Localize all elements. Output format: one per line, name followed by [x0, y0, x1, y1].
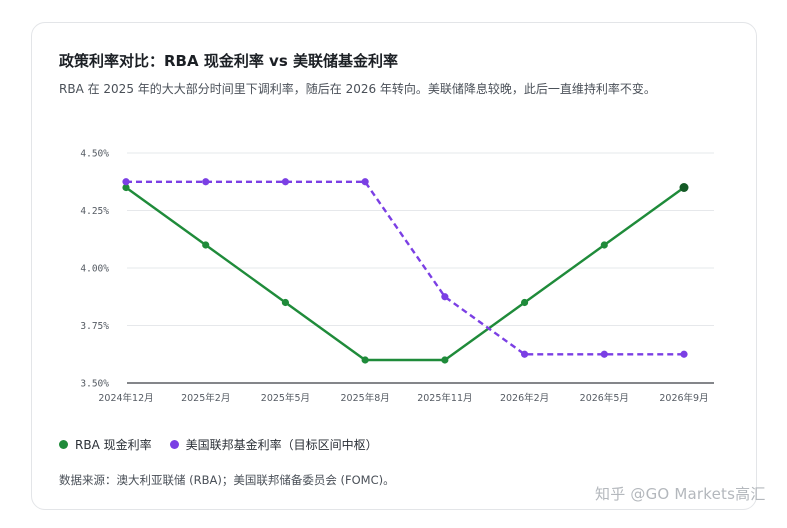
data-source-note: 数据来源：澳大利亚联储 (RBA)；美国联邦储备委员会 (FOMC)。: [59, 473, 395, 487]
legend: RBA 现金利率 美国联邦基金利率（目标区间中枢）: [59, 436, 378, 453]
x-tick-label: 2025年8月: [341, 392, 390, 404]
legend-item-rba[interactable]: RBA 现金利率: [59, 436, 152, 453]
data-point-1-1: [202, 178, 210, 186]
y-tick-label: 4.00%: [80, 264, 109, 275]
legend-marker-rba: [59, 440, 68, 449]
data-point-1-5: [520, 350, 529, 358]
data-point-0-3: [361, 356, 369, 364]
data-point-0-4: [441, 356, 449, 364]
data-point-0-7: [679, 183, 689, 192]
data-point-0-5: [520, 298, 529, 307]
x-tick-label: 2026年5月: [580, 392, 629, 404]
data-point-0-0: [122, 183, 130, 192]
grid-lines: [127, 152, 714, 384]
watermark: 知乎 @GO Markets高汇: [595, 485, 766, 503]
legend-label-rba: RBA 现金利率: [75, 438, 152, 452]
x-tick-label: 2025年11月: [417, 392, 472, 404]
y-tick-label: 4.50%: [80, 149, 109, 160]
data-point-1-3: [361, 178, 369, 186]
line-chart: 3.50% 3.75% 4.00% 4.25% 4.50% 2024年12月 2025年2…: [80, 149, 714, 404]
data-point-1-2: [281, 178, 290, 186]
y-tick-label: 4.25%: [80, 206, 109, 217]
x-tick-label: 2025年2月: [181, 392, 230, 404]
x-tick-labels: 2024年12月 2025年2月 2025年5月 2025年8月 2025年11月 202…: [98, 392, 708, 404]
x-tick-label: 2026年9月: [659, 392, 708, 404]
data-point-1-4: [441, 293, 449, 301]
legend-marker-fed: [169, 440, 179, 449]
chart-title: 政策利率对比：RBA 现金利率 vs 美联储基金利率: [59, 52, 398, 70]
chart-subtitle: RBA 在 2025 年的大大部分时间里下调利率，随后在 2026 年转向。美联…: [59, 82, 656, 96]
data-point-0-1: [202, 241, 210, 249]
chart-card: 政策利率对比：RBA 现金利率 vs 美联储基金利率 RBA 在 2025 年的…: [31, 22, 757, 510]
legend-item-fed[interactable]: 美国联邦基金利率（目标区间中枢）: [169, 436, 378, 453]
series-group: [122, 178, 689, 364]
x-tick-label: 2024年12月: [98, 392, 153, 404]
x-tick-label: 2025年5月: [261, 392, 310, 404]
series-line-1: [126, 180, 684, 356]
x-tick-label: 2026年2月: [500, 392, 549, 404]
data-point-1-0: [122, 178, 130, 186]
data-point-1-6: [600, 350, 608, 358]
y-tick-labels: 3.50% 3.75% 4.00% 4.25% 4.50%: [80, 149, 109, 390]
legend-label-fed: 美国联邦基金利率（目标区间中枢）: [185, 438, 378, 452]
data-point-0-2: [281, 298, 290, 307]
data-point-1-7: [680, 350, 688, 358]
series-line-0: [125, 186, 685, 362]
y-tick-label: 3.50%: [80, 379, 109, 390]
data-point-0-6: [600, 241, 608, 249]
y-tick-label: 3.75%: [80, 321, 109, 332]
